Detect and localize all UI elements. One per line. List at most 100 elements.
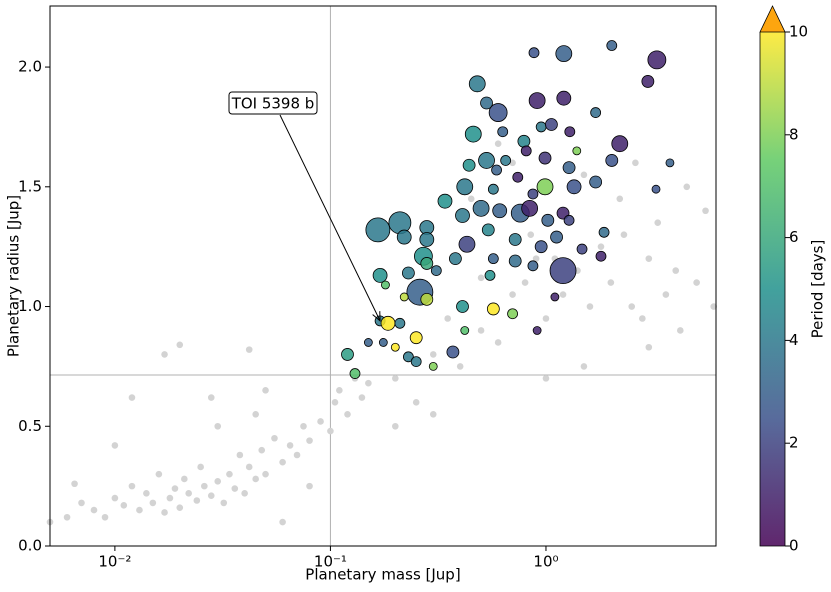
planet-point bbox=[520, 145, 532, 157]
background-point bbox=[143, 490, 150, 497]
background-point bbox=[286, 442, 294, 449]
planet-point bbox=[365, 217, 391, 243]
background-point bbox=[693, 279, 700, 286]
background-point bbox=[467, 195, 475, 203]
background-point bbox=[171, 485, 179, 492]
planet-point bbox=[378, 338, 388, 347]
background-point bbox=[542, 315, 550, 322]
planet-point bbox=[497, 126, 509, 138]
planet-point bbox=[420, 257, 434, 270]
background-point bbox=[214, 478, 222, 485]
planet-point bbox=[380, 315, 396, 331]
background-point bbox=[306, 482, 313, 490]
y-axis-label: Planetary radius [Jup] bbox=[5, 195, 23, 357]
background-point bbox=[279, 458, 286, 466]
background-point bbox=[597, 243, 605, 250]
planet-point bbox=[562, 161, 576, 175]
background-point bbox=[456, 363, 464, 370]
background-point bbox=[176, 341, 184, 349]
colorbar-tick-label: 2 bbox=[789, 434, 799, 452]
planet-point bbox=[484, 270, 496, 281]
background-point bbox=[521, 279, 529, 286]
planet-point bbox=[363, 338, 373, 347]
planet-point bbox=[566, 179, 582, 195]
planet-point bbox=[462, 158, 476, 172]
background-point bbox=[293, 451, 301, 459]
planet-point bbox=[399, 292, 409, 302]
planet-point bbox=[456, 300, 469, 313]
background-point bbox=[258, 446, 266, 454]
background-point bbox=[645, 343, 653, 351]
background-point bbox=[279, 518, 286, 526]
planet-point bbox=[598, 226, 610, 238]
background-point bbox=[207, 394, 215, 401]
background-point bbox=[532, 255, 540, 262]
planet-point bbox=[372, 268, 388, 283]
planet-point bbox=[538, 151, 552, 165]
planet-point bbox=[605, 154, 619, 167]
background-point bbox=[63, 513, 71, 521]
planet-point bbox=[491, 164, 502, 176]
background-point bbox=[78, 499, 85, 507]
background-point bbox=[494, 339, 502, 346]
planet-point bbox=[589, 175, 603, 189]
planet-point bbox=[464, 125, 482, 143]
background-point bbox=[262, 387, 269, 394]
planet-point bbox=[460, 326, 470, 335]
background-point bbox=[90, 506, 98, 514]
planet-point bbox=[410, 356, 422, 368]
background-point bbox=[542, 375, 550, 382]
annotation-box bbox=[228, 91, 318, 115]
background-point bbox=[444, 315, 451, 322]
background-point bbox=[494, 140, 502, 147]
background-point bbox=[128, 394, 136, 401]
planet-point bbox=[419, 232, 435, 247]
planet-point bbox=[550, 292, 560, 302]
background-point bbox=[358, 394, 366, 401]
planet-point bbox=[527, 188, 539, 200]
background-point bbox=[429, 410, 437, 418]
colorbar-tick-label: 6 bbox=[789, 228, 799, 246]
background-point bbox=[527, 231, 535, 238]
background-point bbox=[252, 475, 259, 483]
planet-point bbox=[396, 229, 412, 245]
planet-point bbox=[541, 213, 555, 227]
planet-point bbox=[430, 265, 442, 277]
background-point bbox=[161, 509, 168, 516]
background-point bbox=[654, 219, 662, 227]
background-point bbox=[161, 351, 168, 358]
planet-point bbox=[555, 45, 573, 63]
planet-point bbox=[381, 280, 390, 290]
planet-point bbox=[420, 292, 434, 306]
planet-point bbox=[647, 50, 667, 70]
planet-point bbox=[478, 152, 495, 169]
background-point bbox=[628, 303, 636, 310]
background-point bbox=[683, 183, 691, 191]
planet-point bbox=[611, 135, 629, 153]
background-point bbox=[331, 399, 339, 406]
planet-point bbox=[641, 75, 655, 88]
background-point bbox=[136, 506, 143, 514]
planet-point bbox=[481, 223, 495, 237]
planet-point bbox=[508, 254, 522, 268]
y-tick-label: 0.0 bbox=[18, 537, 42, 555]
background-point bbox=[639, 315, 646, 322]
background-point bbox=[317, 418, 324, 425]
planet-point bbox=[665, 158, 675, 168]
planet-point bbox=[409, 331, 423, 345]
planet-point bbox=[556, 90, 572, 106]
background-point bbox=[101, 513, 109, 521]
y-tick-label: 1.5 bbox=[18, 177, 42, 195]
annotation-text: TOI 5398 b bbox=[231, 95, 315, 113]
planet-point bbox=[487, 183, 499, 195]
planet-point bbox=[480, 96, 493, 110]
background-point bbox=[214, 422, 222, 430]
planet-point bbox=[402, 351, 414, 363]
planet-point bbox=[448, 252, 462, 266]
background-point bbox=[262, 470, 269, 478]
colorbar-tick-label: 4 bbox=[789, 331, 799, 349]
background-point bbox=[477, 274, 485, 282]
background-point bbox=[245, 463, 253, 471]
planet-point bbox=[528, 47, 540, 59]
planet-point bbox=[472, 199, 490, 217]
